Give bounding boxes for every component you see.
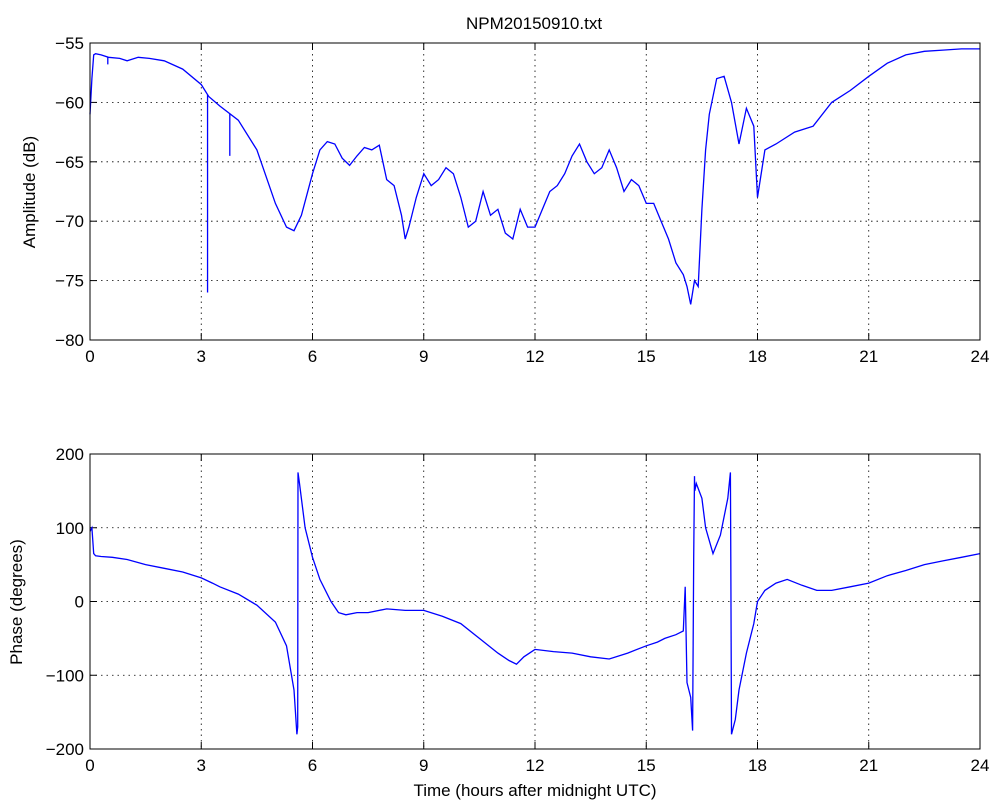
amplitude-y-tick-label: −70 — [55, 212, 84, 231]
phase-x-tick-label: 15 — [637, 756, 656, 775]
phase-x-tick-label: 9 — [419, 756, 428, 775]
phase-x-tick-label: 24 — [971, 756, 990, 775]
amplitude-y-tick-label: −65 — [55, 153, 84, 172]
phase-x-tick-label: 21 — [859, 756, 878, 775]
amplitude-x-tick-label: 24 — [971, 347, 990, 366]
phase-x-tick-label: 3 — [197, 756, 206, 775]
phase-plot-area — [90, 454, 980, 749]
phase-y-tick-label: 100 — [56, 519, 84, 538]
phase-x-ticks: 0 3 6 9 12 15 18 21 24 — [85, 454, 989, 775]
phase-y-ticks: −200 −100 0 100 200 — [46, 445, 980, 759]
amplitude-y-axis-label: Amplitude (dB) — [20, 136, 39, 248]
amplitude-x-ticks: 0 3 6 9 12 15 18 21 24 — [85, 43, 989, 366]
amplitude-panel: 0 3 6 9 12 15 18 21 24 −80 −75 −70 −65 −60 −55 Amplit… — [20, 34, 989, 366]
amplitude-spikes — [107, 57, 231, 293]
amplitude-y-ticks: −80 −75 −70 −65 −60 −55 — [55, 34, 980, 350]
amplitude-x-tick-label: 9 — [419, 347, 428, 366]
amplitude-x-tick-label: 0 — [85, 347, 94, 366]
amplitude-x-tick-label: 6 — [308, 347, 317, 366]
phase-x-tick-label: 0 — [85, 756, 94, 775]
amplitude-y-tick-label: −60 — [55, 93, 84, 112]
amplitude-y-tick-label: −80 — [55, 331, 84, 350]
amplitude-x-tick-label: 12 — [526, 347, 545, 366]
amplitude-x-tick-label: 18 — [748, 347, 767, 366]
phase-axes-frame — [89, 453, 981, 750]
phase-y-tick-label: −200 — [46, 740, 84, 759]
phase-y-tick-label: 200 — [56, 445, 84, 464]
amplitude-x-tick-label: 3 — [197, 347, 206, 366]
amplitude-y-tick-label: −75 — [55, 272, 84, 291]
chart-title: NPM20150910.txt — [466, 14, 602, 33]
amplitude-axes-frame — [89, 42, 981, 341]
phase-y-axis-label: Phase (degrees) — [7, 539, 26, 665]
phase-y-tick-label: 0 — [75, 593, 84, 612]
amplitude-series-line — [89, 48, 980, 305]
amplitude-x-tick-label: 21 — [859, 347, 878, 366]
phase-x-tick-label: 18 — [748, 756, 767, 775]
phase-y-tick-label: −100 — [46, 666, 84, 685]
phase-x-axis-label: Time (hours after midnight UTC) — [413, 781, 656, 800]
amplitude-y-tick-label: −55 — [55, 34, 84, 53]
phase-x-tick-label: 12 — [526, 756, 545, 775]
phase-series-line — [89, 472, 981, 735]
phase-x-tick-label: 6 — [308, 756, 317, 775]
phase-panel: 0 3 6 9 12 15 18 21 24 −200 −100 0 100 200 Phase (de… — [7, 445, 989, 800]
amplitude-x-tick-label: 15 — [637, 347, 656, 366]
